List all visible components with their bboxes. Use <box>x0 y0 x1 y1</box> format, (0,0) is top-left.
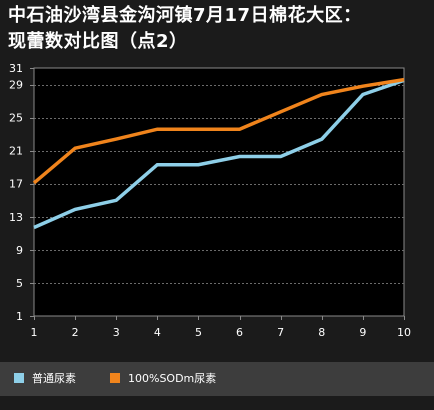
legend-label-series-1: 普通尿素 <box>32 372 76 385</box>
line-chart: 1 5 9 13 17 21 25 29 31 1 2 3 4 5 6 7 8 9 10 <box>9 62 411 339</box>
x-tick-label: 1 <box>31 326 38 339</box>
x-tick-label: 9 <box>359 326 366 339</box>
series-line-1 <box>33 78 405 230</box>
chart-title-line1: 中石油沙湾县金沟河镇7月17日棉花大区： <box>8 5 362 26</box>
x-tick-label: 3 <box>113 326 120 339</box>
y-tick-label: 17 <box>9 178 23 191</box>
y-tick-label: 5 <box>16 277 23 290</box>
legend-swatch-series-2 <box>110 373 120 383</box>
y-tick-label: 29 <box>9 79 23 92</box>
x-tick-label: 6 <box>236 326 243 339</box>
chart-title: 中石油沙湾县金沟河镇7月17日棉花大区： 现蕾数对比图（点2） <box>8 3 428 55</box>
y-tick-label: 1 <box>16 310 23 323</box>
legend: 普通尿素 100%SODm尿素 <box>0 362 434 396</box>
series-line-2 <box>32 77 405 185</box>
x-tick-label: 4 <box>154 326 161 339</box>
x-tick-label: 8 <box>318 326 325 339</box>
x-tick-label: 2 <box>72 326 79 339</box>
x-tick-label: 10 <box>397 326 411 339</box>
x-tick-label: 5 <box>195 326 202 339</box>
legend-item-series-1: 普通尿素 <box>14 372 76 386</box>
y-tick-label: 21 <box>9 145 23 158</box>
y-tick-label: 9 <box>16 244 23 257</box>
y-tick-label: 13 <box>9 211 23 224</box>
bottom-strip <box>0 396 434 410</box>
x-tick-label: 7 <box>277 326 284 339</box>
legend-label-series-2: 100%SODm尿素 <box>128 372 217 385</box>
plot-area <box>33 67 405 317</box>
legend-swatch-series-1 <box>14 373 24 383</box>
chart-title-line2: 现蕾数对比图（点2） <box>8 31 188 52</box>
y-tick-label: 25 <box>9 112 23 125</box>
legend-item-series-2: 100%SODm尿素 <box>110 372 216 386</box>
y-tick-label: 31 <box>9 62 23 75</box>
